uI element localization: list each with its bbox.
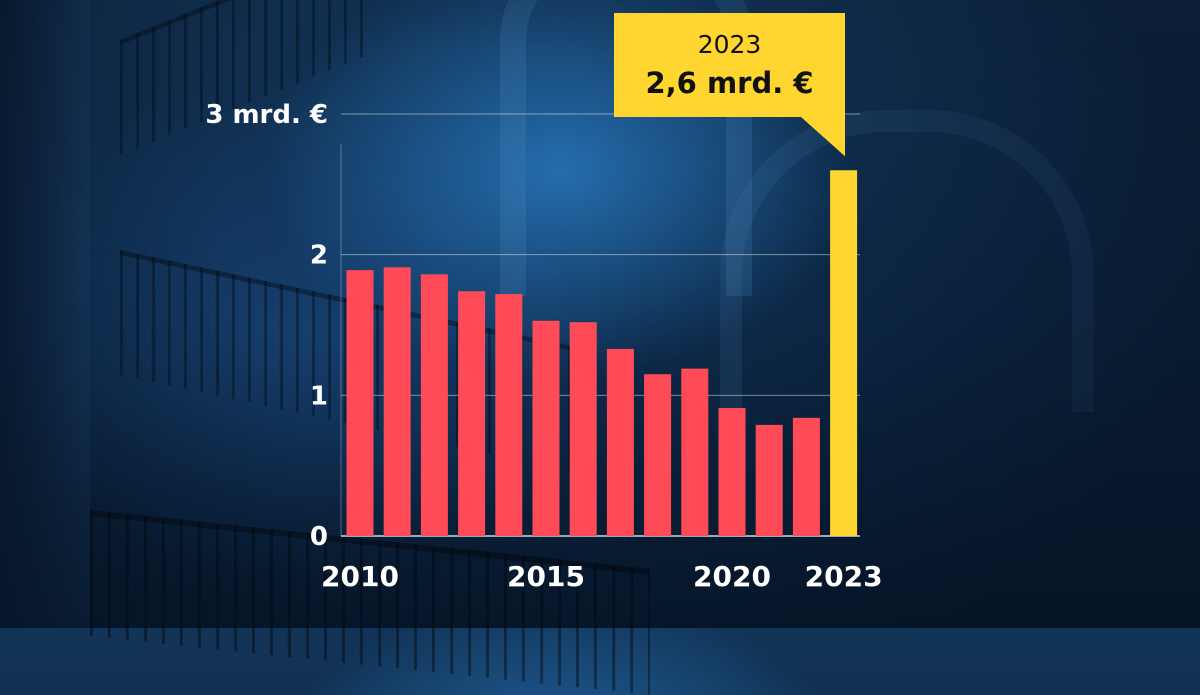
y-tick-label-1: 1 (310, 381, 328, 411)
bar-2022 (792, 417, 820, 536)
chart-bars (346, 170, 858, 536)
bar-2013 (458, 291, 486, 536)
bar-2015 (532, 320, 560, 536)
bar-2010 (346, 270, 374, 536)
bar-2017 (606, 348, 634, 536)
highlight-callout: 2023 2,6 mrd. € (614, 13, 845, 157)
bar-2016 (569, 322, 597, 536)
bar-2018 (644, 374, 672, 536)
callout-box (614, 13, 845, 157)
y-tick-label-2: 2 (310, 241, 328, 271)
callout-year-label: 2023 (698, 30, 762, 59)
bar-2020 (718, 407, 746, 536)
bar-2019 (681, 368, 709, 536)
y-axis-tick-labels: 0 1 2 3 mrd. € (205, 100, 328, 552)
y-tick-label-3: 3 mrd. € (205, 100, 328, 130)
bar-2014 (495, 294, 523, 536)
callout-value-label: 2,6 mrd. € (645, 66, 813, 100)
bar-2023 (830, 170, 858, 536)
x-tick-label-2020: 2020 (693, 560, 771, 593)
x-tick-label-2010: 2010 (321, 560, 399, 593)
bar-2012 (420, 274, 448, 536)
x-tick-label-2023: 2023 (805, 560, 883, 593)
y-tick-label-0: 0 (310, 522, 328, 552)
x-tick-label-2015: 2015 (507, 560, 585, 593)
bar-2021 (755, 424, 783, 536)
bar-2011 (383, 267, 411, 536)
bar-chart: 0 1 2 3 mrd. € 2010 2015 2020 2023 2023 2,6 mr… (205, 13, 883, 593)
x-axis-tick-labels: 2010 2015 2020 2023 (321, 560, 883, 593)
